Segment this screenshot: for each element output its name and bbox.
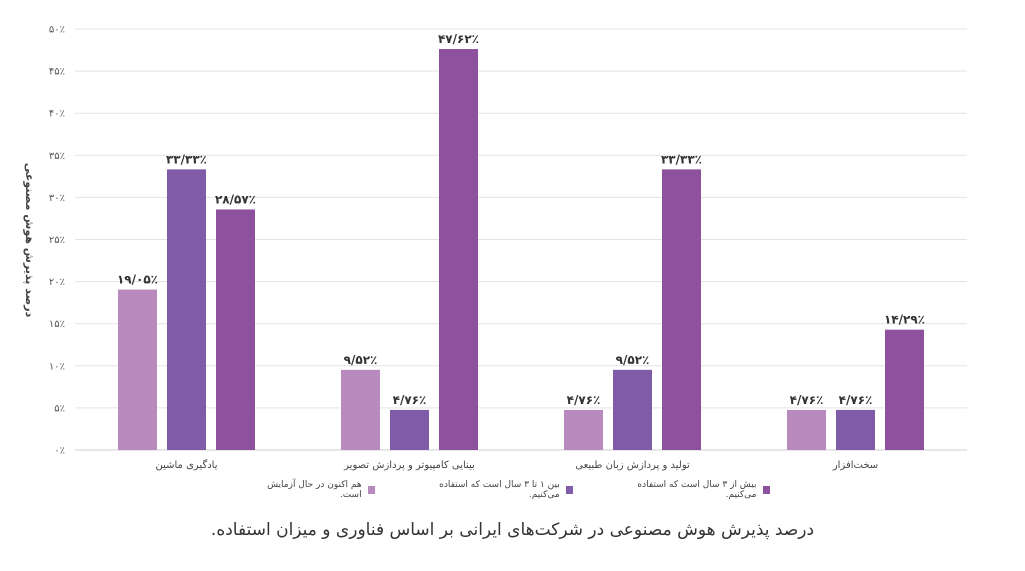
- y-axis-ticks: ۰٪ ۵٪ ۱۰٪ ۱۵٪ ۲۰٪ ۲۵٪ ۳۰٪ ۳۵٪ ۴۰٪ ۴۵٪ ۵۰٪: [49, 25, 65, 457]
- legend: هم اکنون در حال آزمایش است. بین ۱ تا ۳ سا…: [250, 480, 770, 500]
- legend-item: بین ۱ تا ۳ سال است که استفاده می‌کنیم.: [415, 480, 574, 500]
- bar-value-label: ۴/۷۶٪: [567, 393, 601, 407]
- y-tick-label: ۴۰٪: [49, 109, 65, 120]
- y-tick-label: ۵۰٪: [49, 25, 65, 36]
- y-tick-label: ۳۰٪: [49, 193, 65, 204]
- bar: [613, 369, 652, 450]
- bar: [167, 169, 206, 451]
- x-axis-category-labels: یادگیری ماشین بینایی کامپیوتر و پردازش تص…: [156, 459, 879, 471]
- y-tick-label: ۵٪: [54, 403, 65, 414]
- legend-item: بیش از ۳ سال است که استفاده می‌کنیم.: [613, 480, 770, 500]
- bar: [836, 409, 875, 450]
- bar-value-label: ۱۹/۰۵٪: [117, 273, 158, 287]
- bar-value-label: ۴۷/۶۲٪: [438, 32, 479, 46]
- x-category-label: سخت‌افزار: [832, 460, 878, 471]
- gridlines: [75, 28, 967, 451]
- bar: [662, 169, 701, 451]
- x-category-label: یادگیری ماشین: [156, 459, 218, 471]
- bar-value-label: ۳۳/۳۳٪: [166, 152, 207, 166]
- y-tick-label: ۳۵٪: [49, 151, 65, 162]
- bar: [216, 209, 255, 450]
- bar: [118, 289, 157, 450]
- legend-label: بیش از ۳ سال است که استفاده می‌کنیم.: [637, 480, 757, 500]
- bar: [564, 409, 603, 450]
- bar: [787, 409, 826, 450]
- legend-swatch: [762, 486, 770, 494]
- bar: [390, 409, 429, 450]
- bar: [439, 49, 478, 450]
- y-tick-label: ۰٪: [54, 446, 65, 457]
- bar-value-label: ۹/۵۲٪: [344, 353, 378, 367]
- y-tick-label: ۲۰٪: [49, 277, 65, 288]
- legend-item: هم اکنون در حال آزمایش است.: [250, 480, 376, 500]
- y-tick-label: ۲۵٪: [49, 235, 65, 246]
- bar: [341, 369, 380, 450]
- y-axis-label: درصد پذیرش هوش مصنوعی: [23, 163, 36, 318]
- bar-value-label: ۳۳/۳۳٪: [661, 152, 702, 166]
- bar-value-label: ۹/۵۲٪: [616, 353, 650, 367]
- chart-caption: درصد پذیرش هوش مصنوعی در شرکت‌های ایرانی…: [210, 520, 815, 540]
- legend-label: بین ۱ تا ۳ سال است که استفاده می‌کنیم.: [439, 480, 560, 500]
- x-category-label: تولید و پردازش زبان طبیعی: [575, 460, 690, 471]
- y-tick-label: ۱۰٪: [49, 361, 65, 372]
- legend-swatch: [367, 486, 376, 494]
- bar-value-label: ۴/۷۶٪: [393, 393, 427, 407]
- legend-label: هم اکنون در حال آزمایش است.: [267, 480, 362, 500]
- bar-value-label: ۴/۷۶٪: [839, 393, 873, 407]
- bars: [118, 49, 924, 451]
- y-tick-label: ۱۵٪: [49, 319, 65, 330]
- x-category-label: بینایی کامپیوتر و پردازش تصویر: [343, 460, 475, 471]
- bar-chart: ۰٪ ۵٪ ۱۰٪ ۱۵٪ ۲۰٪ ۲۵٪ ۳۰٪ ۳۵٪ ۴۰٪ ۴۵٪ ۵۰٪ ۱۹/۰۵٪ ۳۳…: [23, 25, 967, 471]
- y-tick-label: ۴۵٪: [49, 67, 65, 78]
- legend-swatch: [565, 486, 574, 494]
- bar-value-label: ۱۴/۲۹٪: [884, 313, 925, 327]
- bar-value-label: ۴/۷۶٪: [790, 393, 824, 407]
- bar-data-labels: ۱۹/۰۵٪ ۳۳/۳۳٪ ۲۸/۵۷٪ ۹/۵۲٪ ۴/۷۶٪ ۴۷/۶۲٪ ۴/۷۶٪ ۹…: [117, 32, 925, 407]
- bar-value-label: ۲۸/۵۷٪: [215, 192, 256, 206]
- bar: [885, 329, 924, 450]
